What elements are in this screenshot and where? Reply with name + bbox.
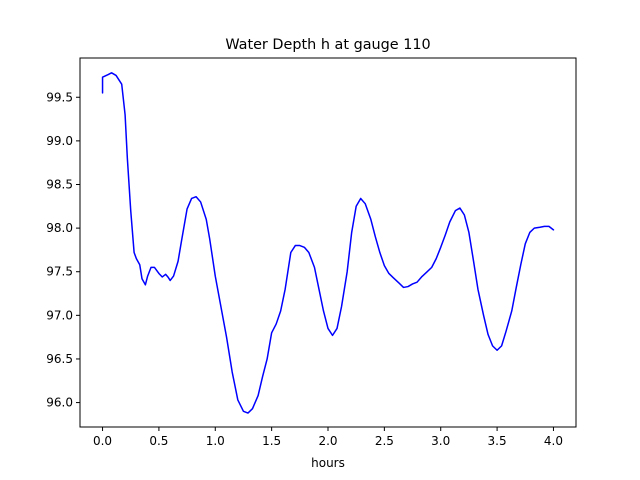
x-tick-label: 1.0 bbox=[206, 434, 225, 448]
x-tick-label: 2.0 bbox=[318, 434, 337, 448]
y-tick-label: 97.0 bbox=[46, 308, 73, 322]
x-axis: 0.0 0.5 1.0 1.5 2.0 2.5 3.0 3.5 4.0 bbox=[93, 427, 563, 448]
x-axis-label: hours bbox=[311, 456, 345, 470]
x-tick-label: 0.0 bbox=[93, 434, 112, 448]
x-tick-label: 3.5 bbox=[488, 434, 507, 448]
y-tick-label: 97.5 bbox=[46, 265, 73, 279]
x-tick-label: 2.5 bbox=[375, 434, 394, 448]
y-tick-label: 99.5 bbox=[46, 90, 73, 104]
x-tick-label: 1.5 bbox=[262, 434, 281, 448]
y-tick-label: 99.0 bbox=[46, 134, 73, 148]
y-tick-label: 98.0 bbox=[46, 221, 73, 235]
x-tick-label: 0.5 bbox=[149, 434, 168, 448]
chart-title: Water Depth h at gauge 110 bbox=[225, 37, 430, 53]
y-axis: 96.0 96.5 97.0 97.5 98.0 98.5 99.0 99.5 bbox=[46, 90, 80, 410]
x-tick-label: 4.0 bbox=[544, 434, 563, 448]
series-line bbox=[101, 72, 555, 414]
x-tick-label: 3.0 bbox=[431, 434, 450, 448]
y-tick-label: 98.5 bbox=[46, 177, 73, 191]
y-tick-label: 96.0 bbox=[46, 396, 73, 410]
y-tick-label: 96.5 bbox=[46, 352, 73, 366]
